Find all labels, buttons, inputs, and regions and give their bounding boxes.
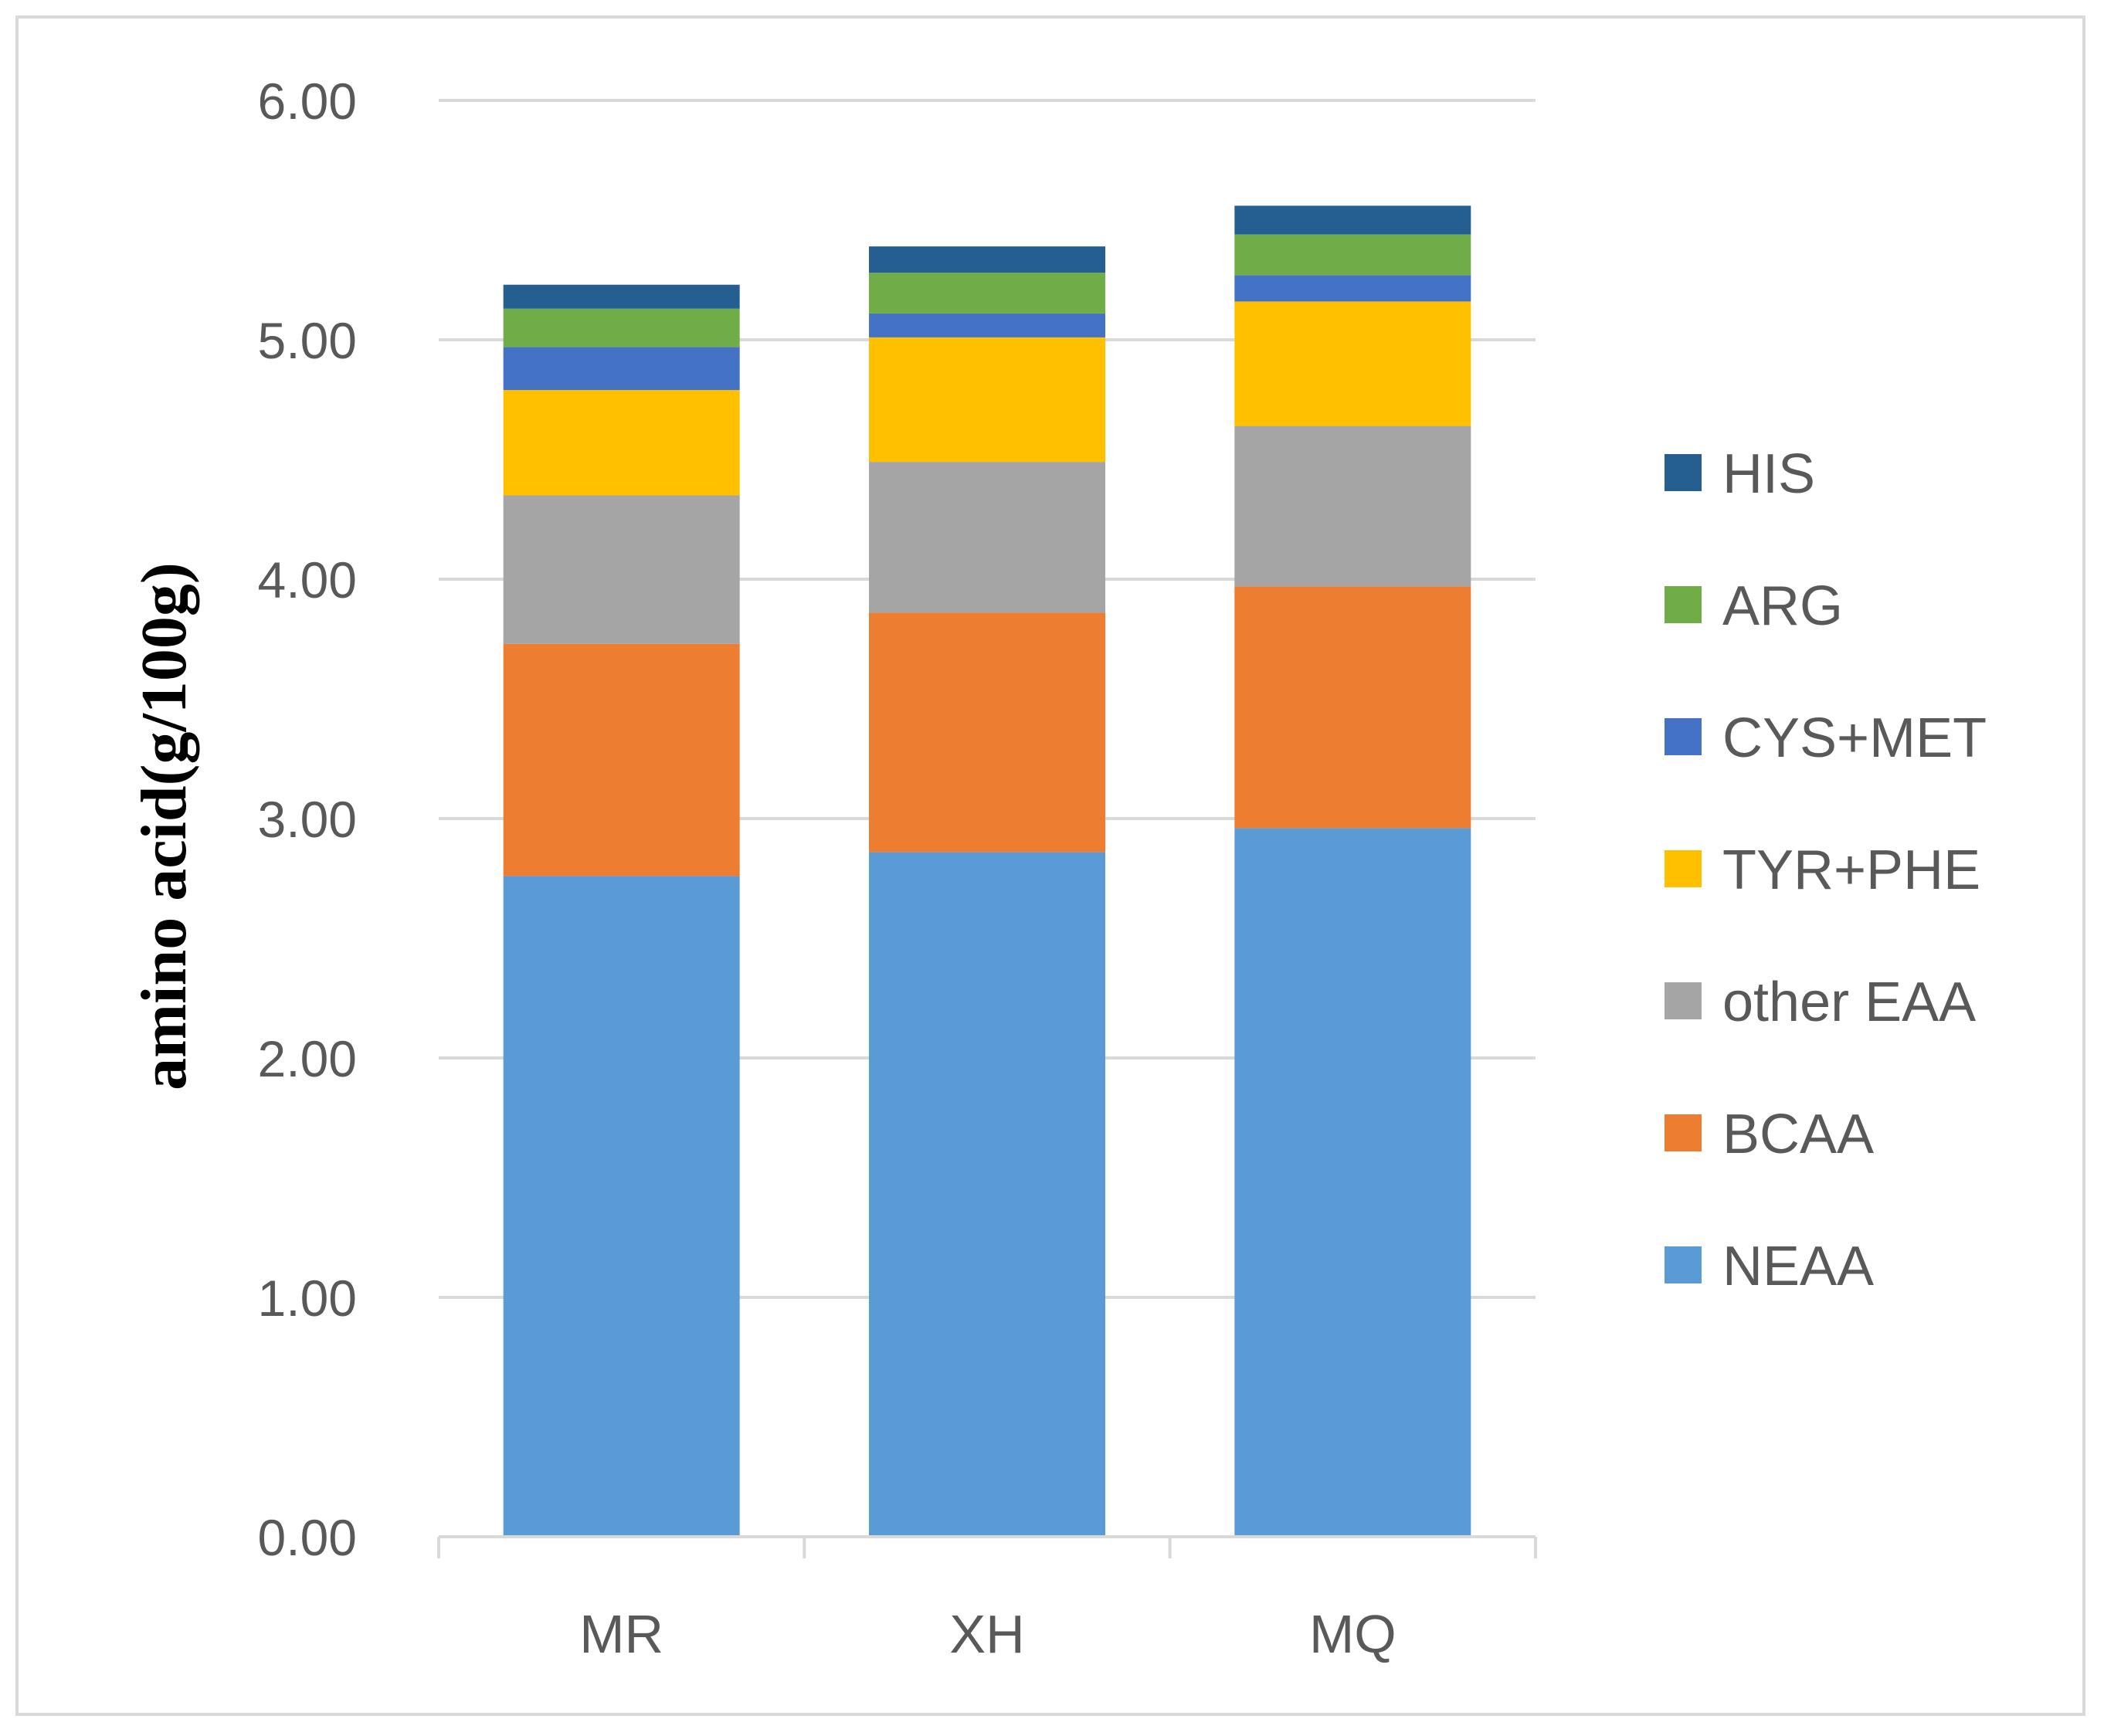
legend-label: HIS [1722, 443, 1815, 505]
y-tick-label: 1.00 [258, 1270, 357, 1327]
bar-segment-tyr-phe-mr [503, 390, 740, 496]
legend-label: other EAA [1722, 971, 1976, 1033]
x-category-label: MR [579, 1604, 663, 1664]
bar-segment-neaa-mr [503, 876, 740, 1537]
legend-label: ARG [1722, 575, 1843, 637]
legend-swatch [1665, 850, 1702, 887]
legend-swatch [1665, 982, 1702, 1019]
legend-label: NEAA [1722, 1236, 1874, 1297]
y-tick-label: 2.00 [258, 1030, 357, 1087]
y-tick-labels: 0.00 1.00 2.00 3.00 4.00 5.00 6.00 [258, 73, 357, 1566]
bar-segment-other-eaa-mq [1234, 426, 1471, 587]
bar-segment-his-xh [869, 246, 1105, 273]
legend-swatch [1665, 718, 1702, 755]
bar-segment-cys-met-mr [503, 347, 740, 391]
bar-segment-his-mr [503, 284, 740, 309]
bar-segment-his-mq [1234, 205, 1471, 235]
y-tick-label: 6.00 [258, 73, 357, 130]
y-axis-title: amino acid(g/100g) [128, 562, 200, 1090]
legend-label: TYR+PHE [1722, 839, 1980, 901]
y-tick-label: 0.00 [258, 1509, 357, 1566]
bar-segment-arg-xh [869, 273, 1105, 314]
legend-swatch [1665, 586, 1702, 623]
y-tick-label: 3.00 [258, 791, 357, 848]
bar-segment-other-eaa-mr [503, 495, 740, 644]
bar-segment-bcaa-mr [503, 643, 740, 876]
bar-segment-bcaa-mq [1234, 586, 1471, 829]
legend-label: CYS+MET [1722, 707, 1987, 769]
bar-segment-cys-met-xh [869, 313, 1105, 337]
legend-swatch [1665, 1114, 1702, 1151]
x-axis [437, 1535, 1537, 1558]
bar-segment-neaa-mq [1234, 828, 1471, 1537]
bar-segment-cys-met-mq [1234, 275, 1471, 302]
legend-label: BCAA [1722, 1104, 1874, 1165]
bar-segment-arg-mr [503, 308, 740, 348]
bar-segment-bcaa-xh [869, 612, 1105, 853]
bar-segment-other-eaa-xh [869, 462, 1105, 613]
y-tick-label: 5.00 [258, 312, 357, 369]
x-category-label: MQ [1309, 1604, 1396, 1664]
bars [503, 205, 1471, 1537]
bar-segment-tyr-phe-xh [869, 337, 1105, 463]
bar-segment-neaa-xh [869, 852, 1105, 1537]
legend-swatch [1665, 454, 1702, 491]
legend-swatch [1665, 1246, 1702, 1283]
legend: HIS ARG CYS+MET TYR+PHE other EAA BCAA NEAA [1665, 443, 1987, 1297]
bar-segment-arg-mq [1234, 234, 1471, 276]
x-category-label: XH [949, 1604, 1024, 1664]
y-tick-label: 4.00 [258, 551, 357, 609]
bar-segment-tyr-phe-mq [1234, 301, 1471, 426]
x-category-labels: MR XH MQ [579, 1604, 1396, 1664]
